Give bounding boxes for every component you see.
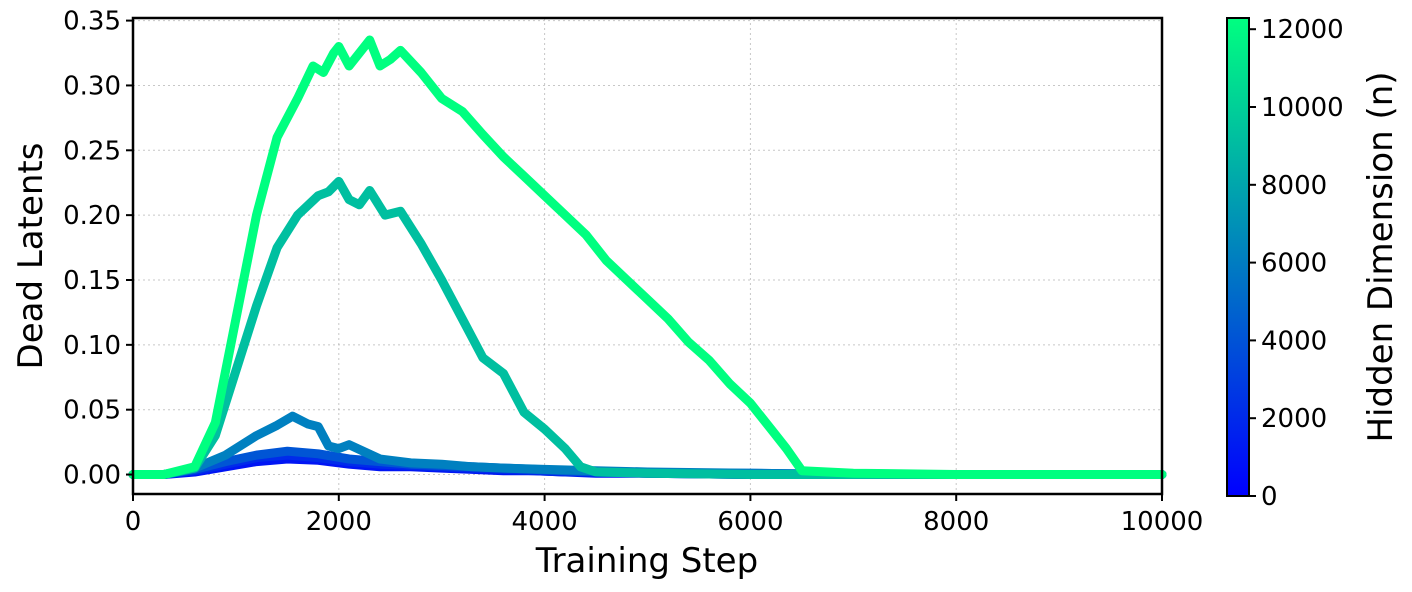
x-tick-label: 6000 [717,507,783,537]
x-tick-label: 8000 [923,507,989,537]
x-tick-label: 4000 [512,507,578,537]
colorbar-label: Hidden Dimension (n) [1361,71,1401,442]
x-tick-label: 0 [125,507,142,537]
series-line-n6144 [128,411,1167,479]
axis-ticks: 0 2000 4000 6000 8000 10000 0.00 0.05 0.10 0.15 0.… [63,7,1203,537]
y-tick-label: 0.00 [63,461,121,491]
colorbar-tick-label: 6000 [1261,249,1327,279]
y-axis-label: Dead Latents [11,143,51,370]
series-line-n12288 [128,35,1167,479]
series-lines [128,35,1167,479]
y-tick-label: 0.20 [63,201,121,231]
y-tick-label: 0.30 [63,71,121,101]
colorbar-tick-label: 12000 [1261,15,1344,45]
colorbar [1226,17,1250,497]
colorbar-tick-label: 8000 [1261,171,1327,201]
y-tick-label: 0.35 [63,7,121,37]
plot-frame [131,16,1164,496]
y-tick-label: 0.10 [63,331,121,361]
x-axis-label: Training Step [535,541,758,581]
y-tick-label: 0.05 [63,396,121,426]
x-tick-label: 10000 [1121,507,1204,537]
colorbar-tick-label: 2000 [1261,404,1327,434]
colorbar-tick-label: 4000 [1261,326,1327,356]
x-tick-label: 2000 [306,507,372,537]
colorbar-ticks: 0 2000 4000 6000 8000 10000 12000 [1249,15,1344,512]
series-line-n9216 [128,176,1167,479]
y-tick-label: 0.15 [63,266,121,296]
colorbar-tick-label: 0 [1261,482,1278,512]
colorbar-tick-label: 10000 [1261,93,1344,123]
y-tick-label: 0.25 [63,136,121,166]
